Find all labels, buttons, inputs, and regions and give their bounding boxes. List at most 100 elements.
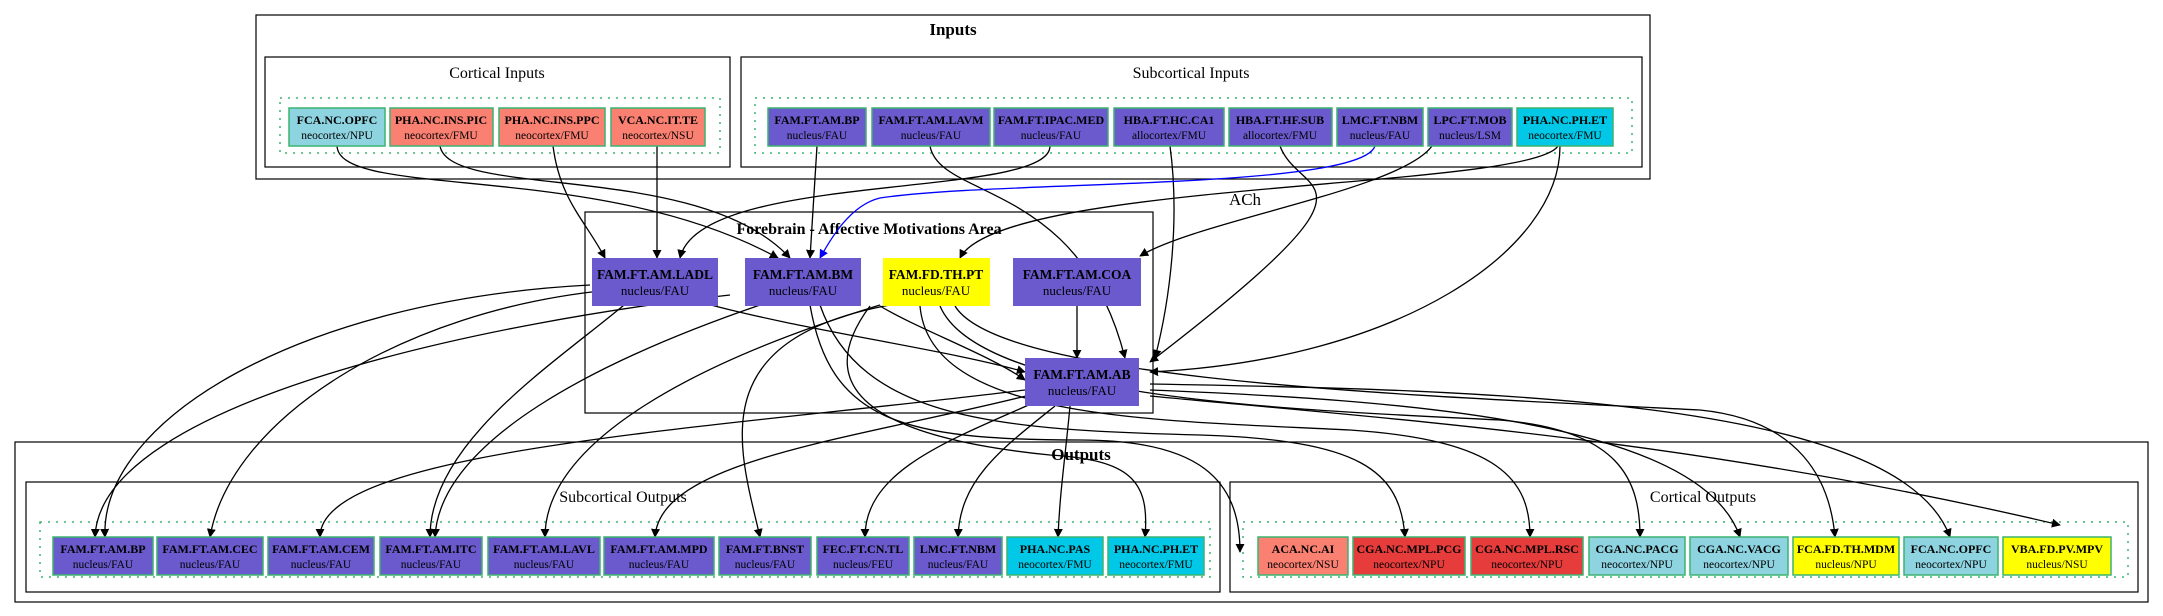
edge-ladl-to-ab <box>699 301 1026 375</box>
node-fb-coa[interactable]: FAM.FT.AM.COA nucleus/FAU <box>1013 258 1141 306</box>
node-fb-ladl[interactable]: FAM.FT.AM.LADL nucleus/FAU <box>592 258 718 306</box>
node-name: CGA.NC.PACG <box>1595 542 1678 556</box>
edge-ab-to-opfc <box>1149 383 1952 538</box>
node-name: FAM.FT.AM.ITC <box>385 542 476 556</box>
node-so-bp[interactable]: FAM.FT.AM.BP nucleus/FAU <box>52 536 154 576</box>
node-sub: nucleus/FAU <box>901 130 962 142</box>
subcortical-outputs-group <box>39 521 1211 578</box>
node-name: VCA.NC.IT.TE <box>618 113 698 127</box>
node-co-cga-pacg[interactable]: CGA.NC.PACG neocortex/NPU <box>1588 536 1686 576</box>
node-sub: neocortex/NPU <box>1373 559 1445 571</box>
node-name: PHA.NC.PH.ET <box>1114 542 1198 556</box>
node-si-lpc-mob[interactable]: LPC.FT.MOB nucleus/LSM <box>1427 107 1513 147</box>
node-name: FAM.FT.AM.LAVM <box>879 113 984 127</box>
node-co-aca-ai[interactable]: ACA.NC.AI neocortex/NSU <box>1257 536 1349 576</box>
node-sub: nucleus/FAU <box>180 559 241 571</box>
node-si-fam-ipac[interactable]: FAM.FT.IPAC.MED nucleus/FAU <box>993 107 1109 147</box>
node-so-cec[interactable]: FAM.FT.AM.CEC nucleus/FAU <box>156 536 264 576</box>
node-name: FAM.FT.AM.BP <box>60 542 145 556</box>
edge-ab-to-mpv <box>1149 395 2061 528</box>
node-name: FAM.FT.IPAC.MED <box>998 113 1105 127</box>
edge-ach-nbm-to-bm <box>819 145 1376 259</box>
edge-bp-to-bm <box>806 145 818 259</box>
node-fb-bm[interactable]: FAM.FT.AM.BM nucleus/FAU <box>745 258 861 306</box>
node-sub: allocortex/FMU <box>1132 130 1207 142</box>
node-name: FCA.NC.OPFC <box>1911 542 1992 556</box>
node-ci-pha-ins-ppc[interactable]: PHA.NC.INS.PPC neocortex/FMU <box>498 107 606 147</box>
node-co-cga-pcg[interactable]: CGA.NC.MPL.PCG neocortex/NPU <box>1352 536 1466 576</box>
node-si-pha-ph-et[interactable]: PHA.NC.PH.ET neocortex/FMU <box>1516 107 1614 147</box>
node-si-hba-ca1[interactable]: HBA.FT.HC.CA1 allocortex/FMU <box>1113 107 1225 147</box>
node-so-lmc-nbm[interactable]: LMC.FT.NBM nucleus/FAU <box>913 536 1003 576</box>
edge-pic-to-bm <box>439 145 791 259</box>
edge-pt-to-bnst <box>741 304 891 538</box>
node-sub: nucleus/FEU <box>833 559 894 571</box>
edge-lavm-to-ab <box>929 145 1128 359</box>
node-co-vba-mpv[interactable]: VBA.FD.PV.MPV nucleus/NSU <box>2002 536 2112 576</box>
node-name: HBA.FT.HF.SUB <box>1236 113 1324 127</box>
node-fb-ab[interactable]: FAM.FT.AM.AB nucleus/FAU <box>1025 358 1139 406</box>
node-name: FEC.FT.CN.TL <box>823 542 904 556</box>
cortical-outputs-cluster: Cortical Outputs <box>1229 481 2139 593</box>
node-sub: nucleus/FAU <box>735 559 796 571</box>
edge-ca1-to-ab <box>1152 145 1175 359</box>
node-sub: nucleus/FAU <box>1021 130 1082 142</box>
node-si-fam-bp[interactable]: FAM.FT.AM.BP nucleus/FAU <box>767 107 867 147</box>
node-so-fec-tl[interactable]: FEC.FT.CN.TL nucleus/FEU <box>816 536 910 576</box>
node-sub: nucleus/NSU <box>2026 559 2088 571</box>
edge-pt-to-rsc <box>919 305 1535 538</box>
node-sub: neocortex/FMU <box>404 130 478 142</box>
inputs-cluster: Inputs Cortical Inputs Subcortical Input… <box>255 14 1651 180</box>
node-so-mpd[interactable]: FAM.FT.AM.MPD nucleus/FAU <box>603 536 715 576</box>
node-name: FCA.NC.OPFC <box>297 113 378 127</box>
outputs-label: Outputs <box>1051 445 1111 464</box>
node-name: VBA.FD.PV.MPV <box>2011 542 2103 556</box>
node-sub: nucleus/FAU <box>401 559 462 571</box>
node-name: LMC.FT.NBM <box>920 542 996 556</box>
node-so-itc[interactable]: FAM.FT.AM.ITC nucleus/FAU <box>379 536 483 576</box>
node-sub: neocortex/NSU <box>622 130 694 142</box>
node-name: FAM.FT.AM.BM <box>753 267 854 282</box>
node-si-hba-sub[interactable]: HBA.FT.HF.SUB allocortex/FMU <box>1228 107 1333 147</box>
edge-ladl-to-cec <box>206 289 611 538</box>
node-sub: neocortex/NPU <box>301 130 373 142</box>
node-co-cga-vacg[interactable]: CGA.NC.VACG neocortex/NPU <box>1689 536 1789 576</box>
node-sub: neocortex/FMU <box>1119 559 1193 571</box>
node-so-pha-ph-et[interactable]: PHA.NC.PH.ET neocortex/FMU <box>1107 536 1205 576</box>
node-ci-vca-it-te[interactable]: VCA.NC.IT.TE neocortex/NSU <box>610 107 706 147</box>
edge-pt-to-mdm <box>954 305 1839 538</box>
subcortical-outputs-label: Subcortical Outputs <box>559 489 687 506</box>
node-sub: neocortex/NPU <box>1601 559 1673 571</box>
node-sub: neocortex/NSU <box>1267 559 1339 571</box>
node-sub: neocortex/NPU <box>1491 559 1563 571</box>
node-co-cga-rsc[interactable]: CGA.NC.MPL.RSC neocortex/NPU <box>1470 536 1584 576</box>
node-sub: neocortex/FMU <box>1018 559 1092 571</box>
node-sub: allocortex/FMU <box>1243 130 1318 142</box>
node-fb-pt[interactable]: FAM.FD.TH.PT nucleus/FAU <box>883 258 990 306</box>
node-ci-fca-opfc[interactable]: FCA.NC.OPFC neocortex/NPU <box>288 107 386 147</box>
edge-ab-to-pas <box>1053 405 1071 538</box>
node-sub: nucleus/FAU <box>291 559 352 571</box>
node-sub: nucleus/FAU <box>1048 383 1117 398</box>
edge-pt-to-lavl <box>540 304 881 538</box>
node-ci-pha-ins-pic[interactable]: PHA.NC.INS.PIC neocortex/FMU <box>389 107 494 147</box>
edge-ab-to-tl <box>860 399 1041 538</box>
node-name: PHA.NC.INS.PPC <box>505 113 600 127</box>
edge-sub-to-ab <box>1149 145 1318 363</box>
edge-ph-et-to-pt <box>959 145 1559 259</box>
node-name: CGA.NC.MPL.PCG <box>1357 542 1462 556</box>
subcortical-inputs-cluster: Subcortical Inputs <box>740 56 1643 168</box>
node-co-fca-mdm[interactable]: FCA.FD.TH.MDM nucleus/NPU <box>1792 536 1900 576</box>
node-si-lmc-nbm[interactable]: LMC.FT.NBM nucleus/FAU <box>1336 107 1424 147</box>
node-sub: nucleus/FAU <box>1350 130 1411 142</box>
node-so-bnst[interactable]: FAM.FT.BNST nucleus/FAU <box>718 536 812 576</box>
node-sub: neocortex/NPU <box>1703 559 1775 571</box>
node-sub: nucleus/FAU <box>514 559 575 571</box>
edge-ab-to-vacg <box>1149 389 1742 538</box>
node-so-pha-pas[interactable]: PHA.NC.PAS neocortex/FMU <box>1006 536 1104 576</box>
node-so-lavl[interactable]: FAM.FT.AM.LAVL nucleus/FAU <box>487 536 601 576</box>
node-sub: neocortex/FMU <box>1528 130 1602 142</box>
node-co-fca-opfc[interactable]: FCA.NC.OPFC neocortex/NPU <box>1903 536 1999 576</box>
node-si-fam-lavm[interactable]: FAM.FT.AM.LAVM nucleus/FAU <box>871 107 991 147</box>
node-so-cem[interactable]: FAM.FT.AM.CEM nucleus/FAU <box>267 536 375 576</box>
